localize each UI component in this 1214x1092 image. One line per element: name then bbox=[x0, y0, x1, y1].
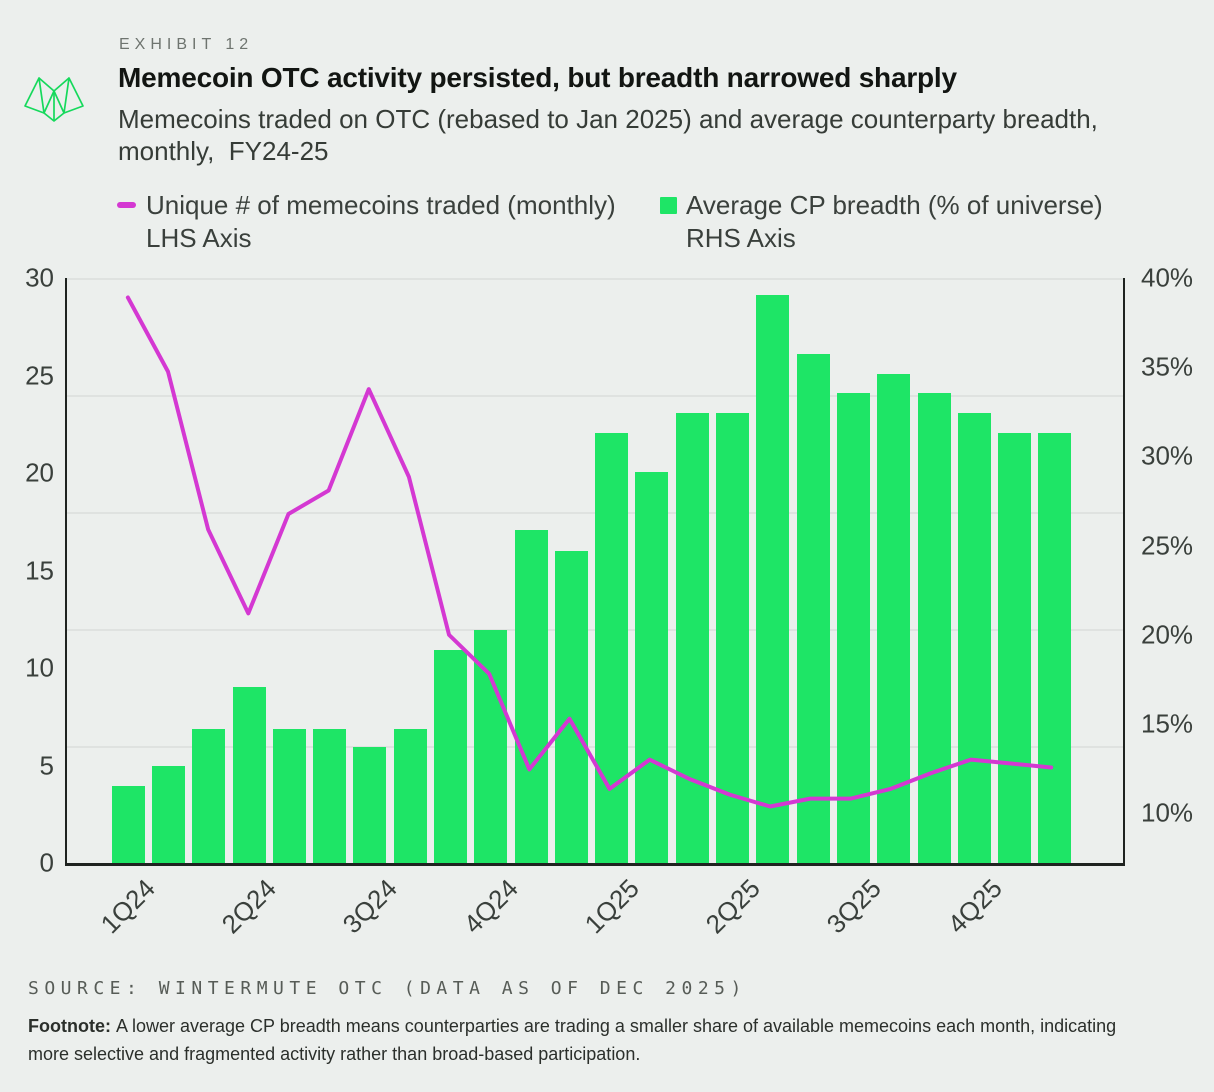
x-axis-tick-label: 1Q25 bbox=[578, 873, 645, 940]
bar-avg-cp-breadth bbox=[474, 630, 508, 863]
bar-avg-cp-breadth bbox=[554, 551, 588, 863]
right-axis-tick-label: 10% bbox=[1141, 797, 1194, 828]
grid-line bbox=[67, 746, 1123, 748]
page-title: Memecoin OTC activity persisted, but bre… bbox=[118, 62, 957, 93]
bar-avg-cp-breadth bbox=[434, 649, 467, 863]
grid-line bbox=[67, 395, 1123, 397]
legend-item-bar-series: Average CP breadth (% of universe) RHS A… bbox=[660, 189, 1103, 255]
bar-avg-cp-breadth bbox=[313, 728, 347, 863]
x-axis-tick-label: 2Q24 bbox=[216, 873, 283, 940]
bar-avg-cp-breadth bbox=[151, 766, 185, 863]
bar-avg-cp-breadth bbox=[716, 413, 749, 863]
chart-subtitle-line1: Memecoins traded on OTC (rebased to Jan … bbox=[118, 104, 1098, 134]
right-axis-tick-label: 40% bbox=[1141, 262, 1194, 293]
bar-avg-cp-breadth bbox=[514, 529, 548, 863]
right-axis-tick-label: 20% bbox=[1141, 619, 1194, 650]
bar-avg-cp-breadth bbox=[957, 413, 991, 863]
left-axis-tick-label: 15 bbox=[25, 555, 54, 585]
source-line: SOURCE: WINTERMUTE OTC (DATA AS OF DEC 2… bbox=[28, 978, 747, 999]
footnote-line1: Footnote: A lower average CP breadth mean… bbox=[28, 1012, 1198, 1040]
bar-avg-cp-breadth bbox=[232, 687, 266, 863]
legend-item-line-series: Unique # of memecoins traded (monthly) L… bbox=[117, 189, 616, 255]
bar-avg-cp-breadth bbox=[353, 746, 387, 863]
bar-avg-cp-breadth bbox=[796, 353, 830, 863]
chart-subtitle-line2: monthly, FY24-25 bbox=[118, 136, 329, 166]
grid-line bbox=[67, 629, 1123, 631]
legend: Unique # of memecoins traded (monthly) L… bbox=[0, 189, 1214, 259]
footnote-text2: more selective and fragmented activity r… bbox=[28, 1044, 641, 1064]
line-series-unique-memecoins bbox=[125, 295, 1054, 809]
footnote-label: Footnote: bbox=[28, 1016, 111, 1036]
bar-avg-cp-breadth bbox=[917, 393, 951, 863]
x-axis-tick-label: 2Q25 bbox=[699, 873, 766, 940]
exhibit-kicker: EXHIBIT 12 bbox=[119, 36, 254, 53]
grid-line bbox=[67, 512, 1123, 514]
grid-line bbox=[67, 278, 1123, 280]
wintermute-logo-svg bbox=[24, 77, 84, 122]
right-axis-tick-label: 15% bbox=[1141, 708, 1194, 739]
left-axis-tick-label: 5 bbox=[39, 750, 54, 780]
bar-avg-cp-breadth bbox=[836, 393, 870, 863]
left-axis-tick-label: 0 bbox=[39, 847, 54, 878]
plot-area: 0 5 10 15 20 25 30 10% 15% 20% 25% 30% 35% 40% 1Q24 2Q2… bbox=[25, 263, 1193, 940]
x-axis-tick-label: 3Q25 bbox=[820, 873, 887, 940]
right-axis-tick-label: 30% bbox=[1141, 440, 1194, 471]
left-axis-tick-label: 10 bbox=[25, 652, 54, 683]
legend-line-label: Unique # of memecoins traded (monthly) bbox=[146, 190, 616, 220]
footnote: Footnote: A lower average CP breadth mean… bbox=[28, 1012, 1198, 1068]
legend-bar-label: Average CP breadth (% of universe) bbox=[686, 190, 1103, 220]
bar-avg-cp-breadth bbox=[393, 728, 427, 863]
legend-bar-axis-note: RHS Axis bbox=[686, 223, 796, 253]
bar-avg-cp-breadth bbox=[998, 432, 1032, 863]
bar-avg-cp-breadth bbox=[595, 432, 629, 863]
right-axis-tick-label: 35% bbox=[1141, 351, 1194, 382]
x-axis-tick-label: 4Q25 bbox=[941, 873, 1008, 940]
bar-avg-cp-breadth bbox=[1038, 432, 1072, 863]
bar-avg-cp-breadth bbox=[756, 294, 790, 863]
footnote-text1: A lower average CP breadth means counter… bbox=[115, 1016, 1117, 1036]
left-axis-tick-label: 20 bbox=[25, 457, 54, 488]
right-axis-tick-label: 25% bbox=[1141, 530, 1194, 561]
x-axis-tick-label: 3Q24 bbox=[336, 873, 404, 940]
bar-avg-cp-breadth bbox=[192, 728, 226, 863]
bar-avg-cp-breadth bbox=[272, 728, 306, 863]
bar-avg-cp-breadth bbox=[635, 472, 669, 863]
left-axis-tick-label: 25 bbox=[25, 360, 54, 390]
bar-avg-cp-breadth bbox=[111, 785, 145, 863]
wintermute-logo-icon bbox=[22, 74, 86, 129]
x-axis-tick-label: 1Q24 bbox=[95, 873, 162, 940]
chart-subtitle: Memecoins traded on OTC (rebased to Jan … bbox=[118, 103, 1098, 167]
legend-line-axis-note: LHS Axis bbox=[146, 223, 252, 253]
x-axis-tick-label: 4Q24 bbox=[457, 873, 525, 940]
legend-line-dash-icon bbox=[117, 202, 136, 208]
left-axis-tick-label: 30 bbox=[25, 262, 54, 293]
legend-bar-square-icon bbox=[660, 197, 677, 214]
bar-avg-cp-breadth bbox=[675, 413, 709, 863]
